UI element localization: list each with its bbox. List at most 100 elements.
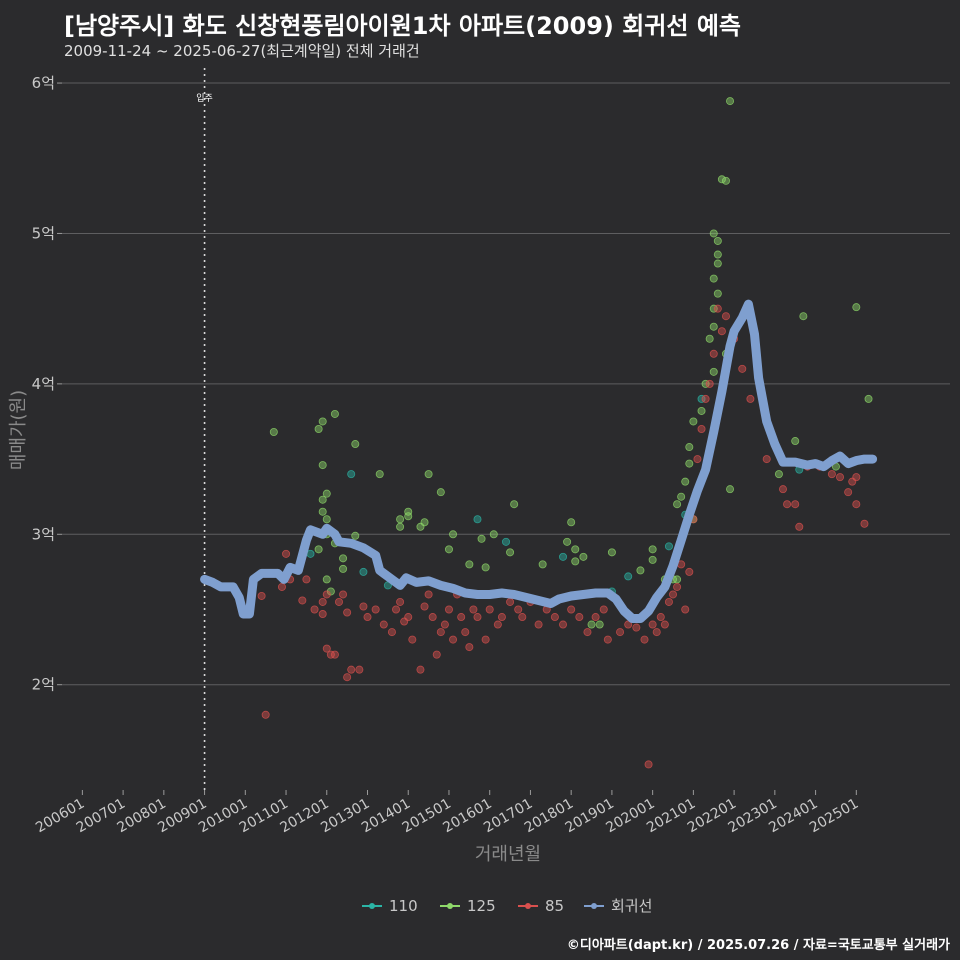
data-point-85: [632, 623, 641, 632]
data-point-85: [681, 605, 690, 614]
data-point-125: [648, 545, 657, 554]
data-point-125: [607, 548, 616, 557]
data-point-85: [836, 473, 845, 482]
data-point-125: [799, 312, 808, 321]
data-point-85: [408, 635, 417, 644]
data-point-85: [493, 620, 502, 629]
data-point-85: [640, 635, 649, 644]
data-point-85: [432, 650, 441, 659]
data-point-85: [713, 304, 722, 313]
data-point-85: [449, 635, 458, 644]
data-point-85: [583, 628, 592, 637]
data-point-125: [636, 566, 645, 575]
data-point-85: [261, 710, 270, 719]
data-point-125: [709, 322, 718, 331]
data-point-85: [363, 613, 372, 622]
data-point-110: [559, 552, 568, 561]
regression-line: [200, 299, 878, 623]
data-point-85: [709, 349, 718, 358]
x-axis: 2006012007012008012009012010012011012012…: [33, 790, 861, 836]
data-point-85: [844, 488, 853, 497]
data-point-125: [571, 545, 580, 554]
data-point-85: [648, 620, 657, 629]
data-point-110: [624, 572, 633, 581]
legend-item-125: 125: [440, 897, 496, 915]
data-point-125: [726, 97, 735, 106]
y-axis: 2억 3억 4억 5억 6억: [32, 74, 62, 694]
data-point-85: [778, 485, 787, 494]
data-point-125: [713, 289, 722, 298]
data-point-125: [587, 620, 596, 629]
data-point-85: [514, 605, 523, 614]
data-point-85: [461, 628, 470, 637]
legend-label: 110: [389, 897, 418, 915]
data-point-125: [713, 259, 722, 268]
data-point-125: [318, 461, 327, 470]
source-caption: ©디아파트(dapt.kr) / 2025.07.26 / 자료=국토교통부 실…: [566, 938, 950, 953]
data-point-85: [444, 605, 453, 614]
data-point-85: [424, 590, 433, 599]
data-point-125: [685, 459, 694, 468]
legend-item-85: 85: [518, 897, 564, 915]
legend-swatch-dot: [525, 903, 531, 909]
data-point-125: [477, 534, 486, 543]
data-point-125: [506, 548, 515, 557]
data-point-125: [567, 518, 576, 527]
y-axis-title: 매매가(원): [8, 390, 29, 470]
x-axis-title: 거래년월: [475, 844, 541, 865]
data-point-85: [416, 665, 425, 674]
data-point-125: [444, 545, 453, 554]
data-point-125: [314, 545, 323, 554]
data-point-125: [709, 229, 718, 238]
data-point-85: [396, 597, 405, 606]
data-point-125: [436, 488, 445, 497]
data-point-125: [864, 394, 873, 403]
legend-item-110: 110: [362, 897, 418, 915]
data-point-85: [762, 455, 771, 464]
data-point-85: [318, 610, 327, 619]
data-point-125: [685, 443, 694, 452]
data-point-85: [559, 620, 568, 629]
move-in-annotation: 입주: [196, 68, 213, 790]
data-point-85: [795, 522, 804, 531]
chart-title: [남양주시] 화도 신창현풍림아이원1차 아파트(2009) 회귀선 예측: [64, 12, 741, 40]
data-point-85: [497, 613, 506, 622]
data-point-110: [664, 542, 673, 551]
data-point-85: [506, 597, 515, 606]
data-point-125: [852, 303, 861, 312]
data-point-125: [489, 530, 498, 539]
y-tick-label: 3억: [32, 525, 55, 543]
data-point-85: [599, 605, 608, 614]
data-point-85: [302, 575, 311, 584]
data-point-125: [701, 379, 710, 388]
data-point-125: [314, 424, 323, 433]
data-point-85: [664, 597, 673, 606]
data-point-85: [738, 364, 747, 373]
data-point-125: [330, 409, 339, 418]
data-point-85: [860, 519, 869, 528]
data-point-85: [343, 608, 352, 617]
data-point-85: [392, 605, 401, 614]
data-point-85: [685, 567, 694, 576]
data-point-125: [689, 417, 698, 426]
data-point-85: [697, 424, 706, 433]
data-point-125: [673, 500, 682, 509]
data-point-85: [420, 602, 429, 611]
data-point-85: [440, 620, 449, 629]
data-point-125: [721, 176, 730, 185]
data-point-125: [681, 477, 690, 486]
data-point-125: [709, 304, 718, 313]
data-point-85: [721, 312, 730, 321]
data-point-125: [339, 564, 348, 573]
data-point-85: [603, 635, 612, 644]
data-point-85: [518, 613, 527, 622]
data-point-125: [579, 552, 588, 561]
data-point-125: [563, 537, 572, 546]
data-point-125: [318, 417, 327, 426]
data-point-125: [404, 512, 413, 521]
data-point-85: [469, 605, 478, 614]
data-points: [257, 97, 873, 769]
data-point-125: [571, 557, 580, 566]
data-point-85: [347, 665, 356, 674]
data-point-85: [701, 394, 710, 403]
